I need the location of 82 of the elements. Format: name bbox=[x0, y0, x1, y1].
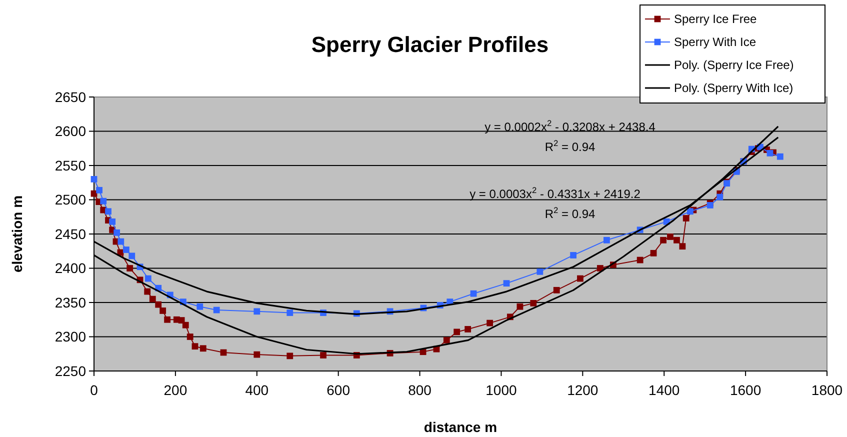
point bbox=[213, 306, 220, 314]
y-axis-title: elevation m bbox=[9, 195, 25, 273]
point bbox=[122, 246, 130, 253]
point bbox=[577, 275, 584, 282]
point bbox=[716, 194, 724, 200]
x-tick-label: 600 bbox=[326, 382, 350, 398]
point bbox=[320, 352, 326, 358]
x-tick-label: 0 bbox=[90, 382, 98, 398]
point bbox=[126, 265, 134, 272]
y-tick-label: 2500 bbox=[54, 192, 86, 208]
point bbox=[178, 317, 185, 324]
point bbox=[114, 229, 120, 236]
point bbox=[706, 202, 714, 208]
point bbox=[105, 208, 112, 215]
x-axis-title: distance m bbox=[424, 419, 498, 435]
point bbox=[254, 351, 260, 358]
point bbox=[90, 176, 98, 182]
x-tick-label: 1000 bbox=[486, 382, 518, 398]
y-tick-label: 2250 bbox=[54, 362, 86, 379]
point bbox=[470, 290, 477, 297]
point bbox=[682, 215, 690, 222]
point bbox=[96, 186, 102, 194]
point bbox=[196, 303, 204, 310]
point bbox=[516, 303, 524, 310]
legend-label: Sperry Ice Free bbox=[674, 12, 758, 26]
point bbox=[536, 268, 544, 275]
point bbox=[650, 250, 657, 256]
legend-label: Sperry With Ice bbox=[674, 35, 756, 50]
chart-title: Sperry Glacier Profiles bbox=[311, 32, 549, 57]
point bbox=[200, 345, 206, 352]
x-tick-label: 400 bbox=[245, 382, 269, 398]
legend-label: Poly. (Sperry Ice Free) bbox=[674, 58, 794, 72]
point bbox=[674, 236, 680, 244]
annotation: R$^{2}$ = 0.94 bbox=[544, 205, 596, 221]
legend-label: Poly. (Sperry With Ice) bbox=[674, 81, 794, 96]
point bbox=[182, 322, 189, 328]
point bbox=[149, 296, 156, 302]
point bbox=[679, 243, 686, 250]
point bbox=[636, 256, 644, 264]
y-tick-label: 2350 bbox=[54, 294, 86, 310]
point bbox=[454, 328, 460, 336]
point bbox=[464, 326, 472, 332]
point bbox=[164, 316, 170, 323]
x-tick-label: 1200 bbox=[567, 382, 598, 398]
point bbox=[109, 218, 116, 225]
point bbox=[128, 252, 136, 260]
y-tick-label: 2650 bbox=[54, 88, 86, 105]
x-tick-label: 1600 bbox=[730, 382, 762, 398]
point bbox=[100, 198, 107, 204]
x-tick-label: 800 bbox=[408, 382, 432, 398]
point bbox=[144, 275, 152, 282]
point bbox=[155, 301, 162, 308]
point bbox=[667, 234, 674, 240]
point bbox=[686, 208, 694, 215]
point bbox=[254, 308, 260, 315]
point bbox=[660, 236, 666, 244]
point bbox=[603, 236, 610, 244]
point bbox=[118, 238, 124, 245]
annotation: R$^{2}$ = 0.94 bbox=[544, 138, 596, 154]
y-tick-label: 2300 bbox=[54, 328, 86, 345]
point bbox=[486, 320, 494, 326]
y-tick-label: 2600 bbox=[54, 123, 86, 140]
point bbox=[530, 300, 537, 306]
y-tick-label: 2400 bbox=[54, 260, 86, 276]
point bbox=[160, 308, 166, 314]
x-tick-label: 200 bbox=[164, 382, 188, 398]
point bbox=[192, 343, 198, 350]
annotation: y = 0.0002x$^{2}$ - 0.3208x + 2438.4 bbox=[484, 118, 656, 134]
y-tick-label: 2550 bbox=[54, 157, 86, 174]
x-tick-label: 1800 bbox=[811, 382, 843, 398]
point bbox=[186, 334, 194, 340]
point bbox=[776, 153, 784, 160]
point bbox=[286, 310, 294, 316]
point bbox=[443, 336, 450, 344]
y-tick-label: 2450 bbox=[54, 226, 86, 242]
x-tick-label: 1400 bbox=[648, 382, 680, 398]
point bbox=[553, 286, 560, 294]
point bbox=[570, 252, 576, 258]
point bbox=[503, 280, 510, 287]
point bbox=[286, 352, 294, 360]
point bbox=[766, 150, 774, 156]
point bbox=[144, 288, 151, 295]
